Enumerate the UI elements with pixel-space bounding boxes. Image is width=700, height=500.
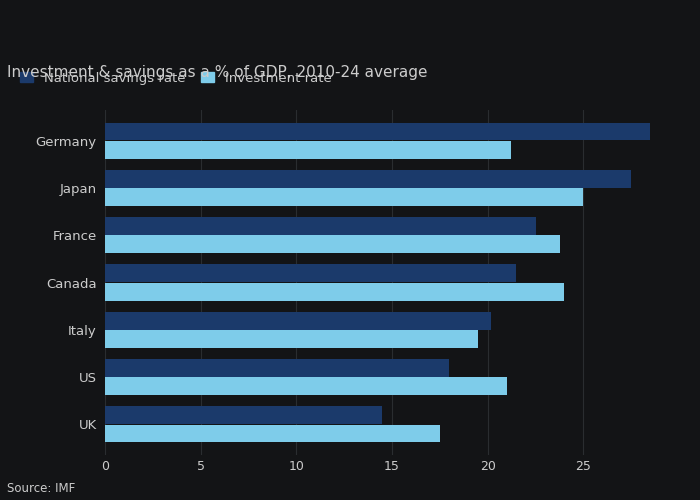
Text: Source: IMF: Source: IMF	[7, 482, 76, 495]
Bar	[105, 141, 510, 159]
Bar	[105, 122, 650, 140]
Bar	[105, 217, 536, 235]
Bar	[105, 406, 382, 424]
Bar	[105, 424, 440, 442]
Bar	[105, 359, 449, 377]
Bar	[105, 188, 583, 206]
Legend: National savings rate, Investment rate: National savings rate, Investment rate	[20, 72, 331, 85]
Bar	[105, 312, 491, 330]
Bar	[105, 236, 561, 254]
Bar	[105, 282, 564, 300]
Text: Investment & savings as a % of GDP, 2010-24 average: Investment & savings as a % of GDP, 2010…	[7, 65, 428, 80]
Bar	[105, 170, 631, 188]
Bar	[105, 330, 478, 348]
Bar	[105, 264, 517, 282]
Bar	[105, 378, 507, 395]
